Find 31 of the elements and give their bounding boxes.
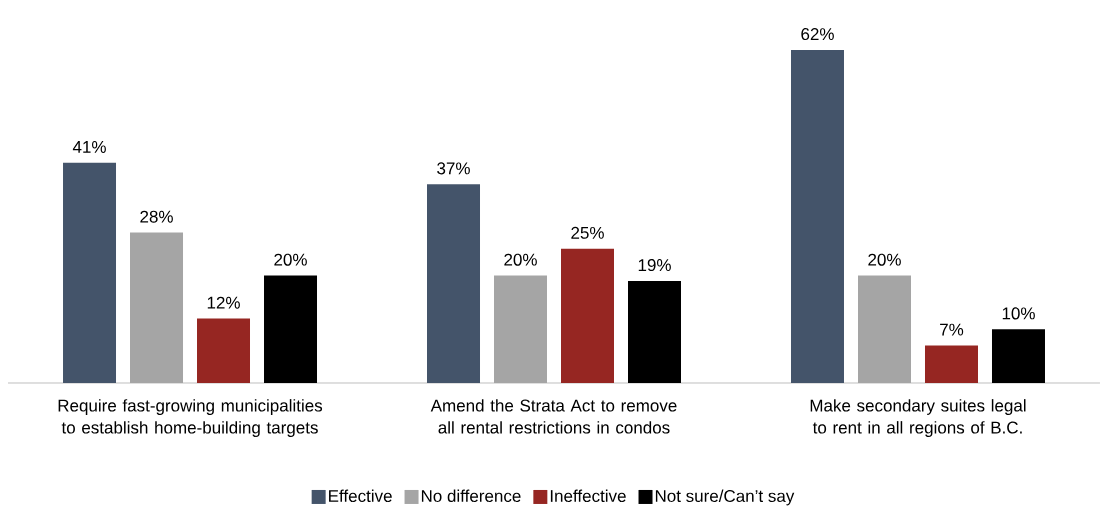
bar: [858, 275, 911, 383]
data-label: 20%: [274, 253, 307, 266]
data-label: 20%: [868, 253, 901, 266]
bar: [628, 280, 681, 383]
bar: [925, 345, 978, 383]
bar: [63, 162, 117, 383]
data-label: 19%: [638, 259, 671, 272]
data-label: 20%: [504, 253, 537, 266]
bar: [427, 184, 481, 383]
bar: [494, 275, 547, 383]
bar: [561, 248, 614, 383]
bar: [791, 49, 844, 383]
x-tick-label: Amend the Strata Act to remove all rental restrictions in condos: [430, 399, 677, 434]
bar: [264, 275, 318, 383]
data-label: 62%: [801, 28, 834, 41]
data-label: 25%: [571, 226, 604, 239]
data-label: 7%: [940, 323, 964, 336]
data-label: 37%: [437, 162, 470, 175]
legend-label: Not sure/Can’t say: [655, 489, 795, 506]
legend-label: No difference: [421, 489, 521, 503]
bar: [130, 232, 184, 383]
data-label: 41%: [72, 141, 106, 153]
data-label: 28%: [140, 210, 173, 223]
x-tick-label: Make secondary suites legal to rent in all regions of B.C.: [810, 399, 1026, 437]
data-label: 12%: [207, 296, 240, 309]
legend-label: Effective: [329, 489, 392, 503]
x-tick-label: Require fast-growing municipalities to establish home-building targets: [58, 399, 323, 437]
bar: [197, 318, 251, 383]
legend-label: Ineffective: [550, 489, 626, 503]
bar: [991, 329, 1045, 383]
data-label: 10%: [1002, 307, 1035, 320]
